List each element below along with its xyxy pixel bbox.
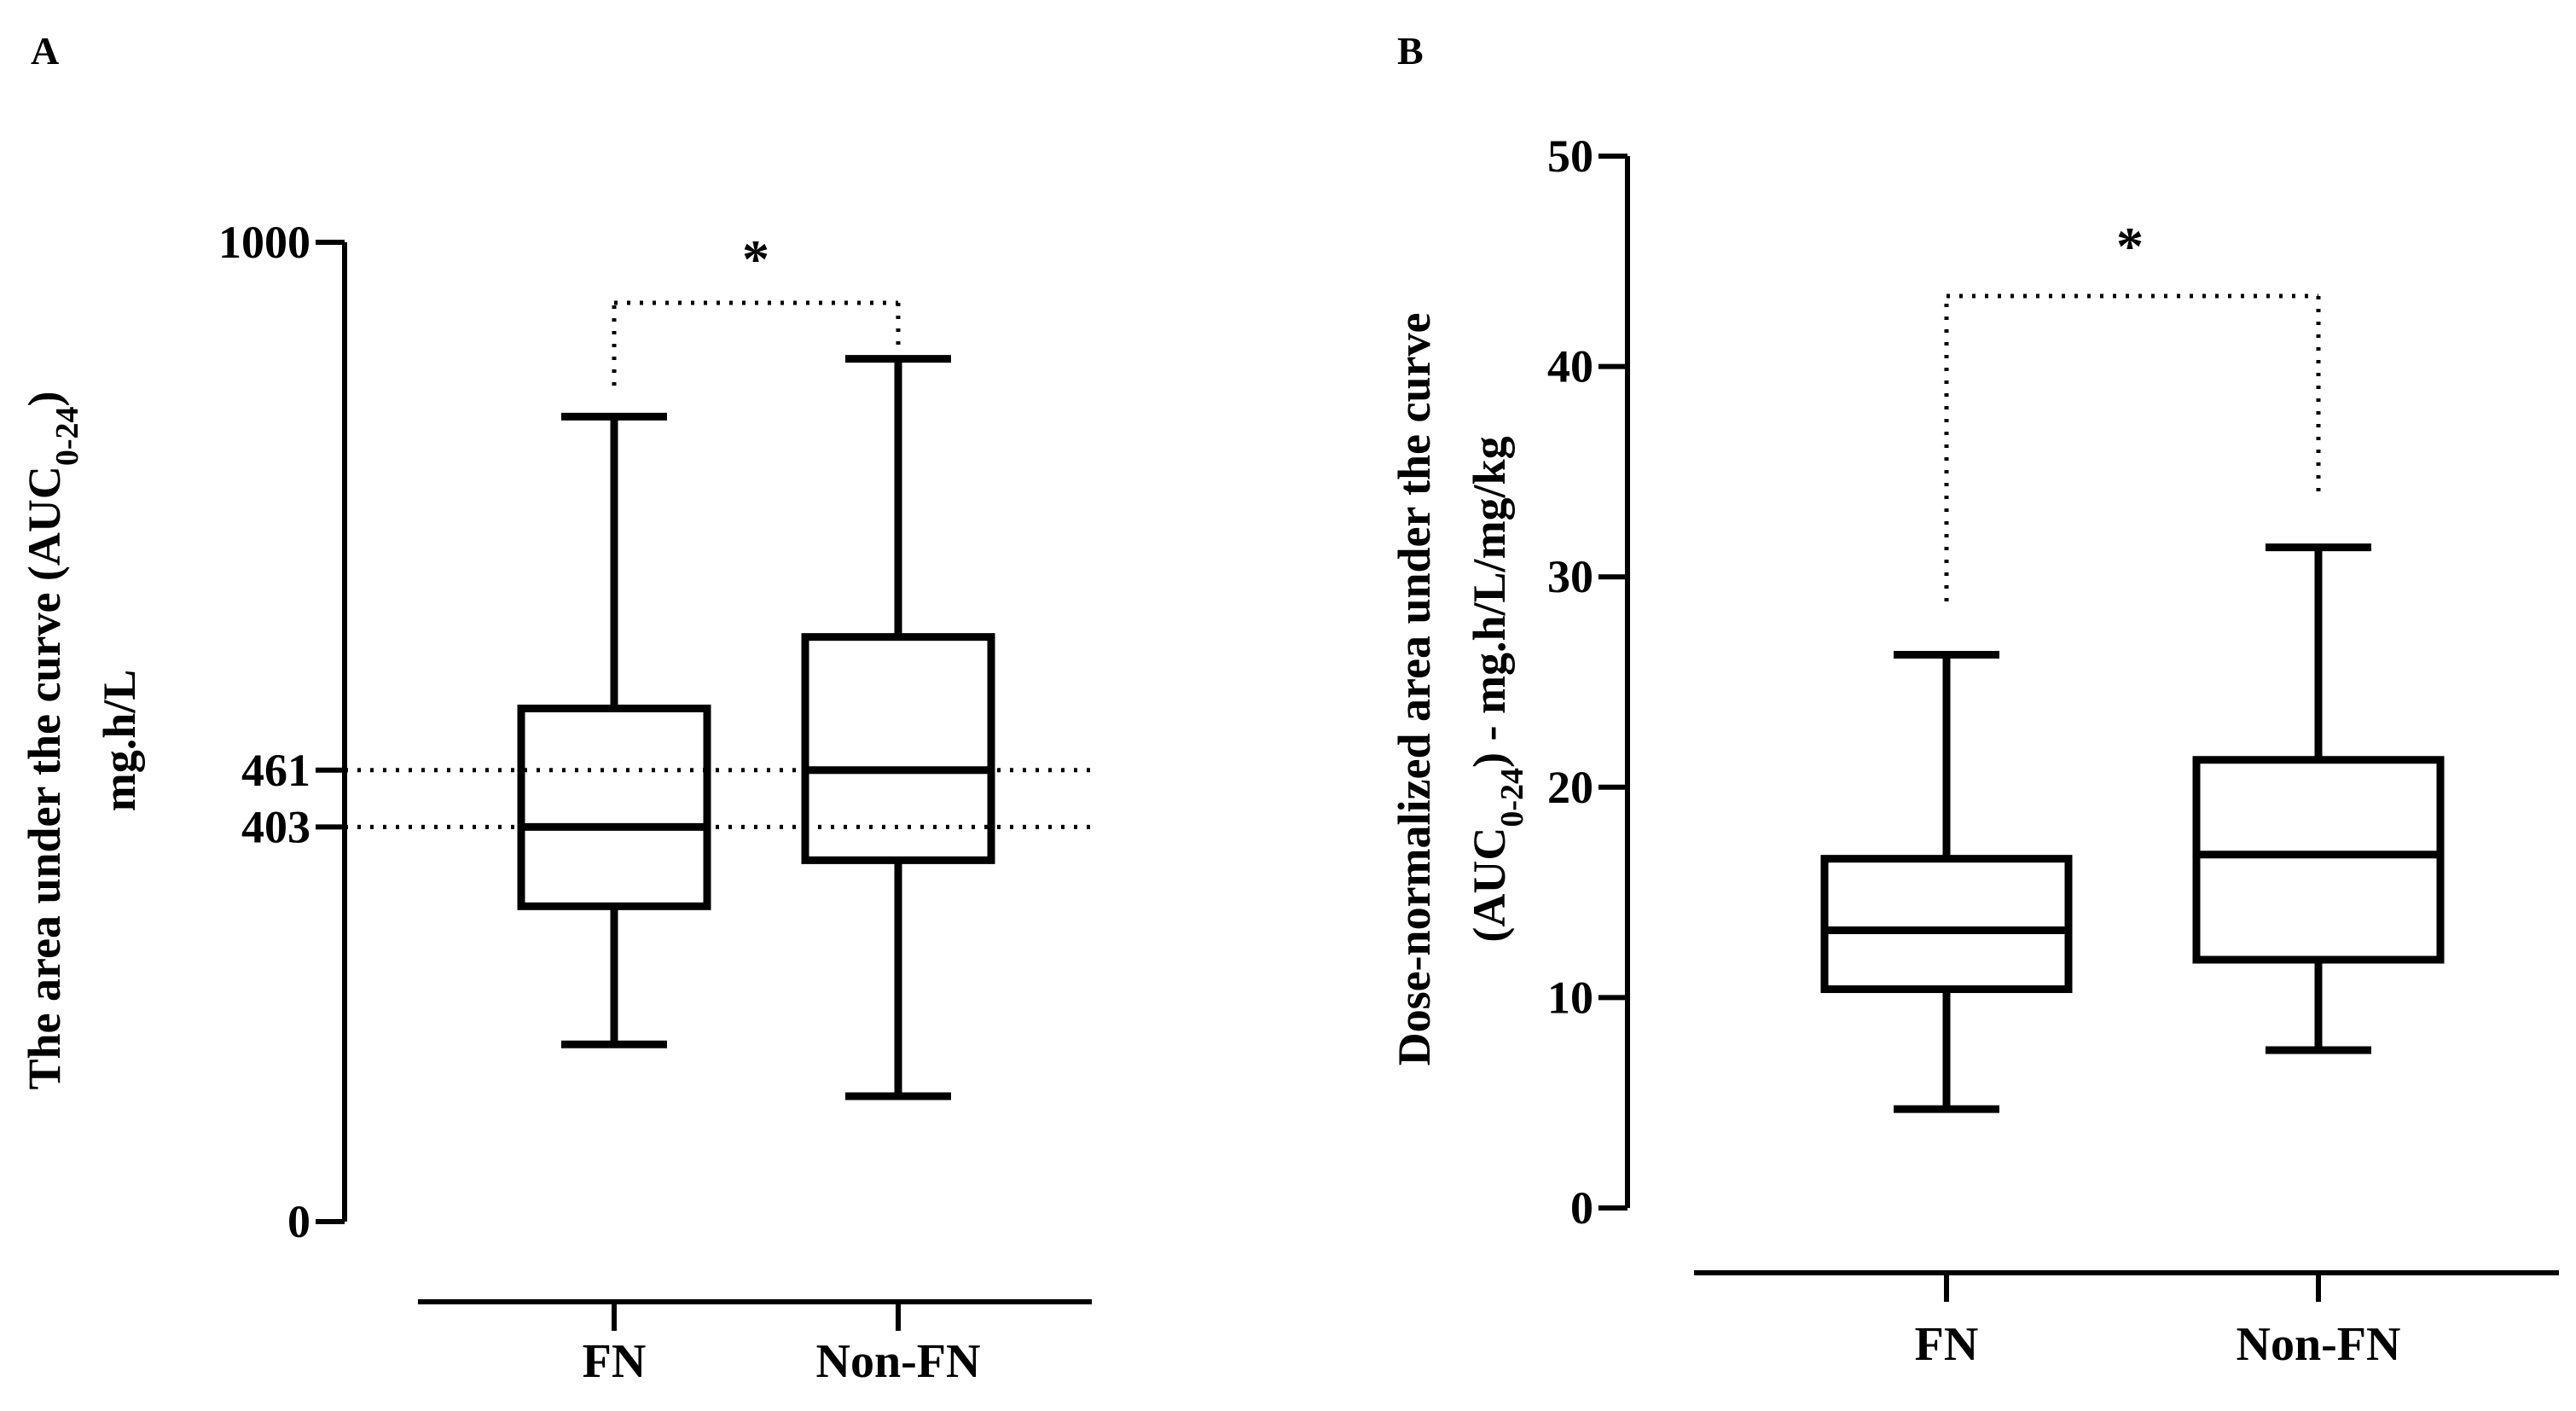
y-axis-label-close: ) xyxy=(19,391,70,406)
y-axis-label-units: ) - mg.h/L/mg/kg xyxy=(1464,436,1515,768)
y-tick-label: 50 xyxy=(1547,131,1593,182)
y-axis-label: Dose-normalized area under the curve xyxy=(1389,313,1440,1066)
box-iqr xyxy=(517,704,711,910)
y-axis-label-text: (AUC xyxy=(1464,827,1515,943)
y-axis-label-text: The area under the curve (AUC xyxy=(19,466,70,1089)
x-tick-label: Non-FN xyxy=(2237,1318,2401,1371)
y-tick-label: 40 xyxy=(1547,341,1593,392)
box-iqr xyxy=(2192,756,2445,964)
y-tick-label: 403 xyxy=(241,801,310,852)
y-tick-label: 1000 xyxy=(218,217,310,268)
x-tick-label: FN xyxy=(1915,1318,1979,1371)
x-tick-label: Non-FN xyxy=(816,1335,981,1388)
x-tick-label: FN xyxy=(583,1335,647,1388)
y-tick-label: 30 xyxy=(1547,551,1593,602)
significance-star: * xyxy=(742,229,769,289)
y-tick-label: 461 xyxy=(241,745,310,796)
panel-label: B xyxy=(1397,29,1424,73)
y-axis-label-subscript: 0-24 xyxy=(1494,768,1530,827)
y-tick-label: 0 xyxy=(1570,1182,1593,1234)
y-axis-label-line2: mg.h/L xyxy=(94,670,145,812)
y-axis-label-line2: (AUC0-24) - mg.h/L/mg/kg xyxy=(1464,436,1530,942)
y-tick-label: 10 xyxy=(1547,972,1593,1023)
panel-label: A xyxy=(31,29,59,73)
y-axis-label: The area under the curve (AUC0-24) xyxy=(19,391,85,1089)
box-iqr xyxy=(801,633,995,864)
y-tick-label: 0 xyxy=(287,1196,310,1247)
significance-star: * xyxy=(2116,216,2144,276)
box-iqr xyxy=(1820,855,2073,994)
y-axis-label-subscript: 0-24 xyxy=(49,406,85,466)
y-tick-label: 20 xyxy=(1547,762,1593,813)
